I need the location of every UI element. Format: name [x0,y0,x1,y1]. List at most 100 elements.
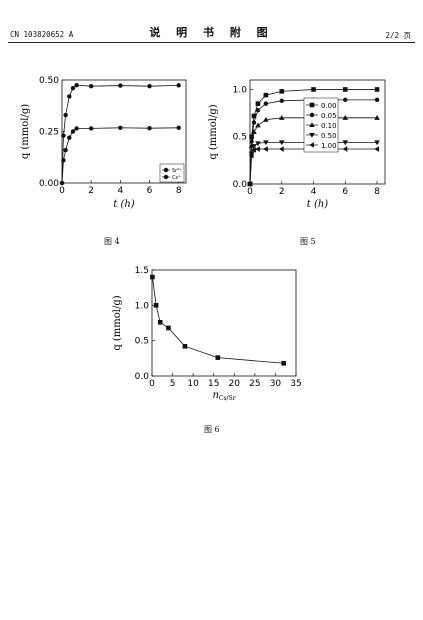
x-tick-label: 0 [59,186,65,196]
series-line [61,127,179,184]
legend-label: 0.50 [321,132,337,140]
legend-label: Cs⁺ [172,175,181,181]
data-point [176,83,181,88]
data-point [374,140,380,146]
data-point [166,325,171,331]
series-line [152,277,284,364]
x-tick-label: 8 [176,186,182,196]
series-line [61,84,179,184]
data-point [374,87,380,92]
y-tick-label: 1.0 [135,301,150,311]
data-point [176,125,181,130]
data-point [63,112,68,118]
y-tick-label: 0.0 [135,372,150,382]
legend-label: Sr²⁺ [172,168,182,174]
data-point [263,116,269,122]
data-point [251,113,257,119]
data-point [182,344,188,349]
x-tick-label: 2 [279,187,285,197]
data-point [247,181,252,187]
data-point [311,87,316,92]
data-point [278,140,285,146]
data-point [67,94,72,99]
data-point [74,82,79,88]
x-axis-label: t (h) [307,199,329,210]
x-tick-label: 5 [170,379,176,389]
x-tick-label: 6 [342,187,348,197]
y-axis-label: q (mmol/g) [112,295,123,350]
x-tick-label: 2 [88,186,94,196]
data-point [374,97,380,103]
data-point [157,319,163,325]
data-point [59,180,65,186]
figure-6-caption: 图 6 [204,425,220,434]
patent-number: CN 103820652 A [10,30,74,39]
data-point [118,125,123,130]
plot-frame [249,79,386,185]
data-point [279,98,284,104]
data-point [263,140,269,146]
data-point [63,147,68,153]
page-header: CN 103820652 A 说 明 书 附 图 2/2 页 [0,0,423,43]
y-tick-label: 1.5 [135,266,149,276]
data-point [150,274,155,280]
header-rule [8,42,415,43]
data-point [61,133,66,138]
data-point [342,146,348,152]
x-tick-label: 15 [208,379,219,389]
x-tick-label: 0 [247,187,253,197]
legend-label: 0.05 [321,112,337,120]
data-point [342,115,349,120]
data-point [342,140,349,146]
data-point [147,126,152,131]
y-tick-label: 0.25 [39,128,59,138]
data-point [70,86,76,91]
page-title: 说 明 书 附 图 [149,26,274,39]
data-point [255,108,261,113]
data-point [343,97,348,103]
x-axis-label: t (h) [113,199,135,210]
data-point [255,141,261,147]
data-point [147,83,152,89]
data-point [278,146,284,152]
data-point [255,101,261,106]
x-tick-label: 35 [290,379,301,389]
x-tick-label: 0 [149,379,155,389]
data-point [255,146,260,152]
legend-label: 1.00 [321,142,337,150]
x-tick-label: 25 [249,379,260,389]
data-point [279,89,285,94]
data-point [263,101,269,106]
y-axis-label: q (mmol/g) [20,104,31,159]
data-point [118,83,123,88]
x-tick-label: 6 [147,186,153,196]
data-point [215,355,221,360]
data-point [278,115,285,120]
data-point [281,360,286,366]
data-point [74,126,79,131]
legend-marker [309,122,315,127]
data-point [67,135,72,140]
data-point [251,120,257,125]
x-tick-label: 8 [374,187,380,197]
y-tick-label: 1.0 [233,85,248,95]
x-tick-label: 20 [229,379,241,389]
figure-5-caption: 图 5 [300,237,316,246]
page-number: 2/2 页 [385,31,411,40]
legend-marker [309,102,315,108]
x-tick-label: 10 [187,379,199,389]
data-point [153,303,159,308]
data-point [251,144,257,149]
legend-label: 0.10 [321,122,337,130]
legend-label: 0.00 [321,102,337,110]
data-point [248,152,254,159]
data-point [255,122,261,128]
data-point [263,92,269,98]
data-point [88,83,94,89]
x-tick-label: 4 [311,187,317,197]
y-tick-label: 0.0 [233,180,248,190]
data-point [374,146,380,152]
data-point [374,115,380,120]
